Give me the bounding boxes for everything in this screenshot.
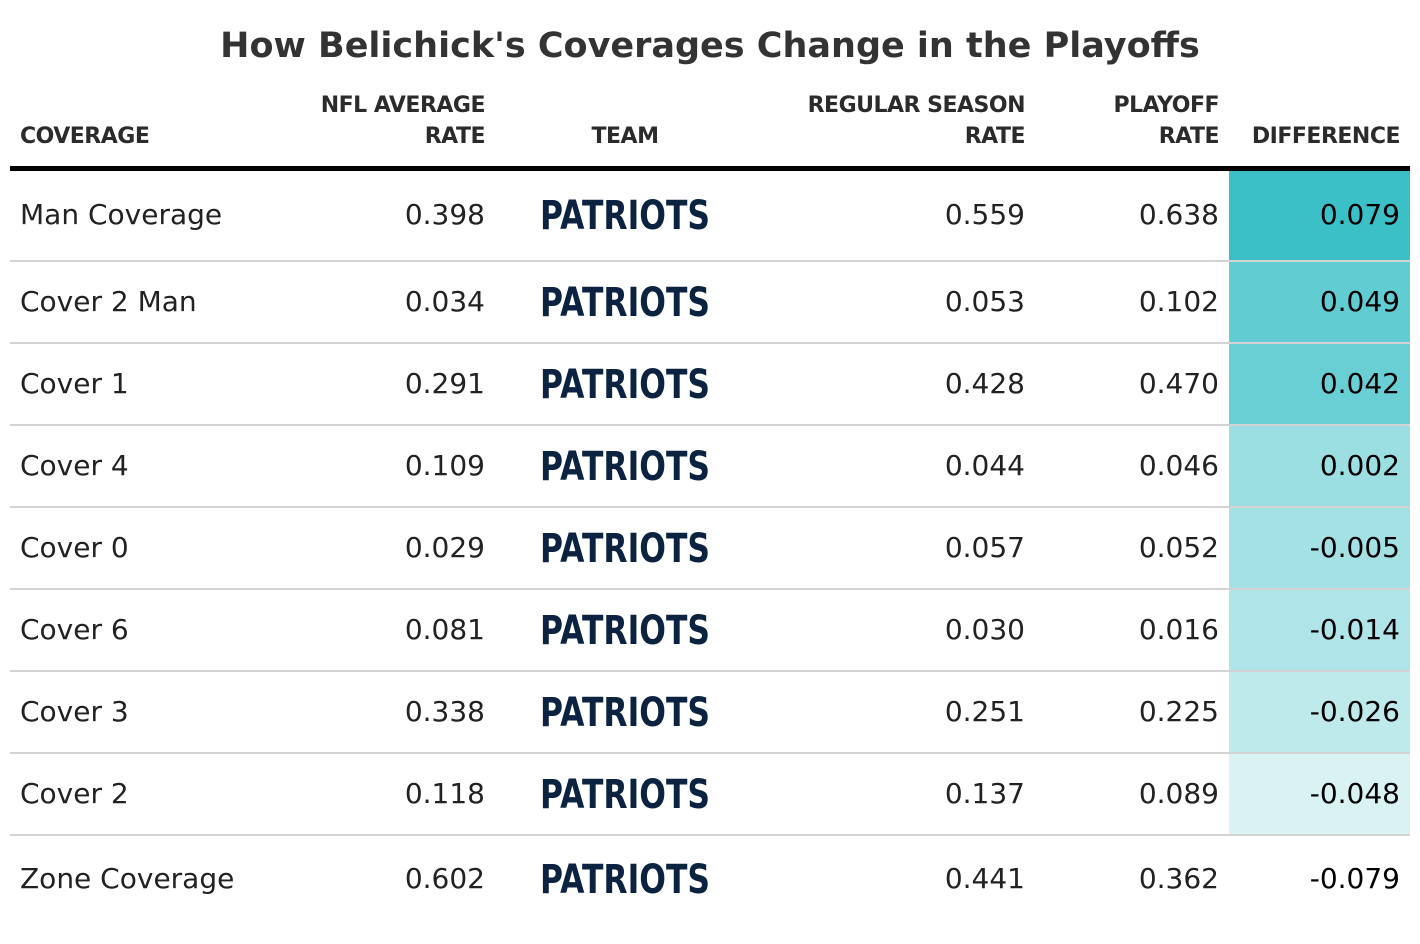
patriots-logo-text: PATRIOTS bbox=[540, 363, 710, 405]
coverage-cell: Cover 4 bbox=[10, 424, 260, 508]
difference-cell: -0.005 bbox=[1229, 506, 1410, 590]
playoff-rate-cell: 0.638 bbox=[1035, 168, 1229, 262]
nfl-average-rate-cell: 0.034 bbox=[260, 260, 495, 344]
table-row: Cover 0 0.029 PATRIOTS 0.057 0.052 -0.005 bbox=[10, 506, 1410, 590]
nfl-average-rate-cell: 0.081 bbox=[260, 588, 495, 672]
patriots-logo: PATRIOTS bbox=[540, 194, 710, 236]
coverage-cell: Man Coverage bbox=[10, 168, 260, 262]
playoff-rate-cell: 0.046 bbox=[1035, 424, 1229, 508]
team-cell: PATRIOTS bbox=[495, 506, 755, 590]
regular-season-rate-cell: 0.030 bbox=[755, 588, 1035, 672]
difference-cell: -0.026 bbox=[1229, 670, 1410, 754]
team-cell: PATRIOTS bbox=[495, 168, 755, 262]
patriots-logo: PATRIOTS bbox=[540, 363, 710, 405]
regular-season-rate-cell: 0.137 bbox=[755, 752, 1035, 836]
patriots-logo-text: PATRIOTS bbox=[540, 194, 710, 236]
nfl-average-rate-cell: 0.118 bbox=[260, 752, 495, 836]
playoff-rate-cell: 0.470 bbox=[1035, 342, 1229, 426]
regular-season-rate-cell: 0.053 bbox=[755, 260, 1035, 344]
patriots-logo: PATRIOTS bbox=[540, 773, 710, 815]
difference-cell: -0.048 bbox=[1229, 752, 1410, 836]
table-row: Cover 3 0.338 PATRIOTS 0.251 0.225 -0.026 bbox=[10, 670, 1410, 754]
table-row: Cover 6 0.081 PATRIOTS 0.030 0.016 -0.014 bbox=[10, 588, 1410, 672]
patriots-logo-text: PATRIOTS bbox=[540, 858, 710, 900]
playoff-rate-cell: 0.362 bbox=[1138, 862, 1219, 895]
nfl-average-rate-cell: 0.109 bbox=[260, 424, 495, 508]
difference-cell: -0.014 bbox=[1229, 588, 1410, 672]
difference-cell: 0.042 bbox=[1229, 342, 1410, 426]
header-row: COVERAGE NFL AVERAGE RATE TEAM REGULAR SE… bbox=[10, 90, 1410, 171]
patriots-logo-text: PATRIOTS bbox=[540, 773, 710, 815]
team-cell: PATRIOTS bbox=[495, 670, 755, 754]
table-row: Man Coverage 0.398 PATRIOTS 0.559 0.638 0.079 bbox=[10, 168, 1410, 262]
header-coverage: COVERAGE bbox=[10, 90, 260, 171]
regular-season-rate-cell: 0.428 bbox=[755, 342, 1035, 426]
nfl-average-rate-cell: 0.602 bbox=[404, 862, 485, 895]
coverage-cell: Zone Coverage bbox=[20, 862, 235, 895]
patriots-logo: PATRIOTS bbox=[540, 609, 710, 651]
coverage-cell: Cover 1 bbox=[10, 342, 260, 426]
team-cell: PATRIOTS bbox=[495, 835, 755, 923]
table-row: Cover 4 0.109 PATRIOTS 0.044 0.046 0.002 bbox=[10, 424, 1410, 508]
coverage-cell: Cover 3 bbox=[10, 670, 260, 754]
team-cell: PATRIOTS bbox=[495, 424, 755, 508]
patriots-logo-text: PATRIOTS bbox=[540, 691, 710, 733]
patriots-logo: PATRIOTS bbox=[540, 858, 710, 900]
difference-cell: 0.049 bbox=[1229, 260, 1410, 344]
header-playoff-rate: PLAYOFF RATE bbox=[1035, 90, 1229, 171]
nfl-average-rate-cell: 0.338 bbox=[260, 670, 495, 754]
header-nfl-average-rate: NFL AVERAGE RATE bbox=[260, 90, 495, 171]
difference-cell: 0.002 bbox=[1229, 424, 1410, 508]
difference-cell: -0.079 bbox=[1229, 834, 1410, 923]
playoff-rate-cell: 0.225 bbox=[1035, 670, 1229, 754]
table-row: Cover 1 0.291 PATRIOTS 0.428 0.470 0.042 bbox=[10, 342, 1410, 426]
nfl-average-rate-cell: 0.029 bbox=[260, 506, 495, 590]
patriots-logo: PATRIOTS bbox=[540, 527, 710, 569]
header-regular-season-rate: REGULAR SEASON RATE bbox=[755, 90, 1035, 171]
regular-season-rate-cell: 0.251 bbox=[755, 670, 1035, 754]
playoff-rate-cell: 0.016 bbox=[1035, 588, 1229, 672]
coverage-cell: Cover 2 bbox=[10, 752, 260, 836]
header-difference: DIFFERENCE bbox=[1229, 90, 1410, 171]
playoff-rate-cell: 0.052 bbox=[1035, 506, 1229, 590]
team-cell: PATRIOTS bbox=[495, 588, 755, 672]
team-cell: PATRIOTS bbox=[495, 260, 755, 344]
team-cell: PATRIOTS bbox=[495, 752, 755, 836]
coverage-cell: Cover 6 bbox=[10, 588, 260, 672]
regular-season-rate-cell: 0.044 bbox=[755, 424, 1035, 508]
team-cell: PATRIOTS bbox=[495, 342, 755, 426]
patriots-logo-text: PATRIOTS bbox=[540, 609, 710, 651]
table-row: Zone Coverage 0.602 PATRIOTS 0.441 0.362 -0.0… bbox=[10, 834, 1410, 923]
chart-title: How Belichick's Coverages Change in the … bbox=[220, 26, 1200, 66]
table-row: Cover 2 0.118 PATRIOTS 0.137 0.089 -0.048 bbox=[10, 752, 1410, 836]
patriots-logo: PATRIOTS bbox=[540, 691, 710, 733]
playoff-rate-cell: 0.089 bbox=[1035, 752, 1229, 836]
patriots-logo-text: PATRIOTS bbox=[540, 527, 710, 569]
header-team: TEAM bbox=[495, 90, 755, 171]
coverage-table: COVERAGE NFL AVERAGE RATE TEAM REGULAR SE… bbox=[10, 90, 1410, 923]
patriots-logo: PATRIOTS bbox=[540, 281, 710, 323]
regular-season-rate-cell: 0.559 bbox=[755, 168, 1035, 262]
regular-season-rate-cell: 0.057 bbox=[755, 506, 1035, 590]
patriots-logo-text: PATRIOTS bbox=[540, 281, 710, 323]
regular-season-rate-cell: 0.441 bbox=[944, 862, 1025, 895]
table-row: Cover 2 Man 0.034 PATRIOTS 0.053 0.102 0.049 bbox=[10, 260, 1410, 344]
coverage-cell: Cover 0 bbox=[10, 506, 260, 590]
patriots-logo-text: PATRIOTS bbox=[540, 445, 710, 487]
difference-cell: 0.079 bbox=[1229, 168, 1410, 262]
table-body: Man Coverage 0.398 PATRIOTS 0.559 0.638 0.079… bbox=[10, 168, 1410, 923]
nfl-average-rate-cell: 0.398 bbox=[260, 168, 495, 262]
patriots-logo: PATRIOTS bbox=[540, 445, 710, 487]
coverage-cell: Cover 2 Man bbox=[10, 260, 260, 344]
playoff-rate-cell: 0.102 bbox=[1035, 260, 1229, 344]
nfl-average-rate-cell: 0.291 bbox=[260, 342, 495, 426]
